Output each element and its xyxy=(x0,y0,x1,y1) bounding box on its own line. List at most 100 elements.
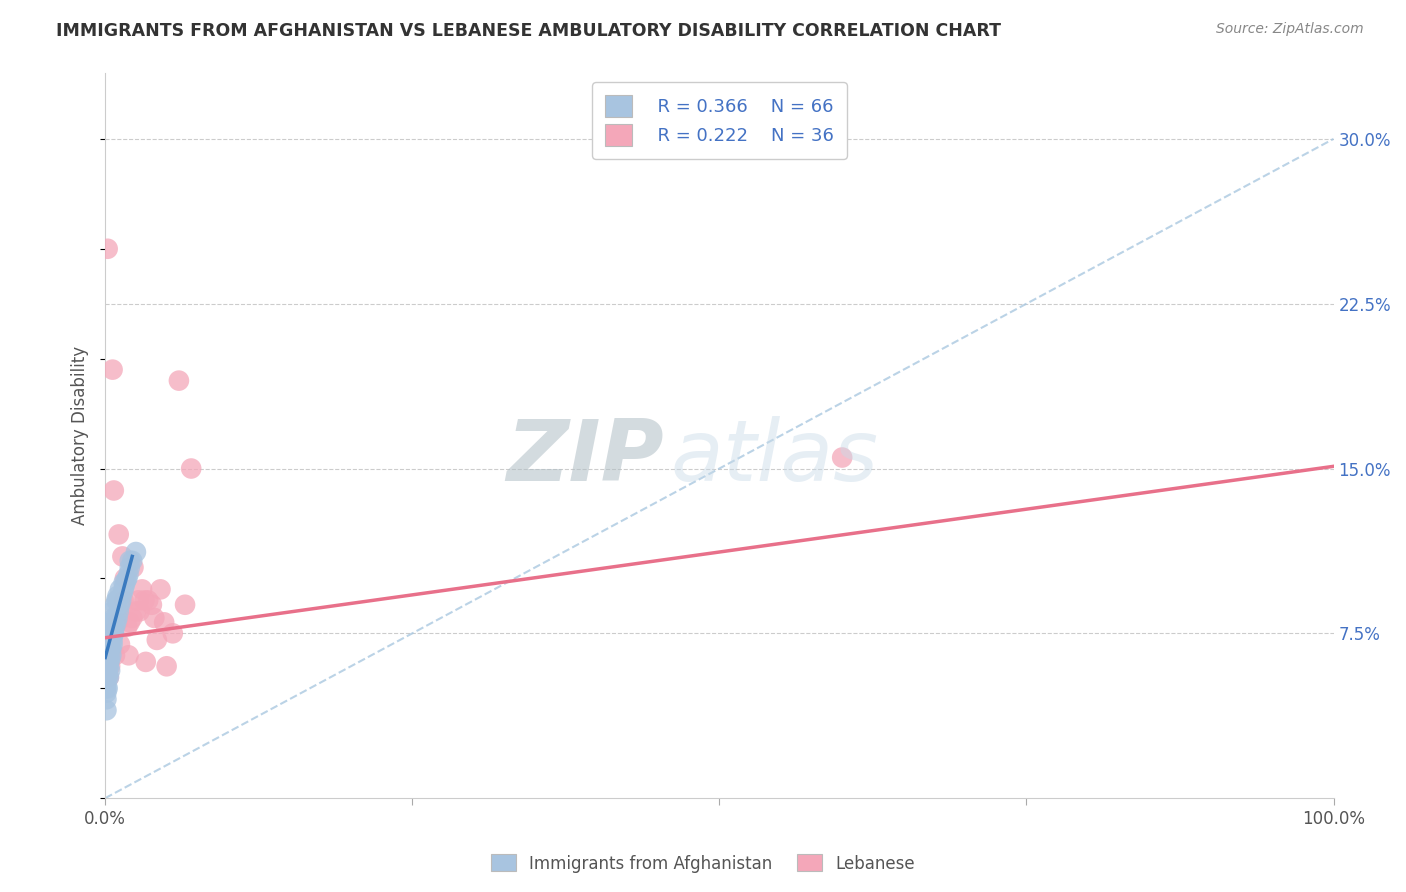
Point xyxy=(104,648,127,663)
Point xyxy=(97,637,120,651)
Point xyxy=(103,626,125,640)
Point xyxy=(96,681,118,696)
Point xyxy=(97,664,120,678)
Point xyxy=(149,582,172,597)
Point xyxy=(96,665,118,680)
Point xyxy=(174,598,197,612)
Point xyxy=(135,655,157,669)
Point xyxy=(97,670,120,684)
Point xyxy=(97,653,120,667)
Point xyxy=(110,593,132,607)
Point xyxy=(112,593,135,607)
Point xyxy=(98,615,121,630)
Point xyxy=(97,659,120,673)
Point xyxy=(111,587,134,601)
Point xyxy=(121,554,143,568)
Point xyxy=(107,527,129,541)
Point xyxy=(100,648,122,663)
Point xyxy=(97,670,120,684)
Point xyxy=(107,615,129,630)
Point xyxy=(107,611,129,625)
Point xyxy=(101,362,124,376)
Point xyxy=(96,703,118,717)
Point xyxy=(97,242,120,256)
Point xyxy=(98,653,121,667)
Point xyxy=(97,659,120,673)
Point xyxy=(97,648,120,663)
Text: Source: ZipAtlas.com: Source: ZipAtlas.com xyxy=(1216,22,1364,37)
Point xyxy=(111,549,134,564)
Text: atlas: atlas xyxy=(671,416,879,499)
Point xyxy=(128,604,150,618)
Point xyxy=(96,692,118,706)
Point xyxy=(114,578,136,592)
Point xyxy=(167,374,190,388)
Point xyxy=(125,604,148,618)
Point xyxy=(114,571,136,585)
Point xyxy=(122,560,145,574)
Point xyxy=(97,632,120,647)
Point xyxy=(117,571,139,585)
Point xyxy=(97,655,120,669)
Point xyxy=(831,450,853,465)
Point xyxy=(156,659,179,673)
Point xyxy=(98,641,121,656)
Point xyxy=(100,626,122,640)
Point xyxy=(98,664,121,678)
Point xyxy=(104,598,127,612)
Y-axis label: Ambulatory Disability: Ambulatory Disability xyxy=(72,346,89,525)
Point xyxy=(96,655,118,669)
Point xyxy=(101,620,124,634)
Point xyxy=(162,626,184,640)
Point xyxy=(96,641,118,656)
Point xyxy=(118,615,141,630)
Point xyxy=(180,461,202,475)
Point xyxy=(101,604,124,618)
Legend:   R = 0.366    N = 66,   R = 0.222    N = 36: R = 0.366 N = 66, R = 0.222 N = 36 xyxy=(592,82,846,159)
Point xyxy=(107,593,129,607)
Point xyxy=(98,659,121,673)
Point xyxy=(97,644,120,658)
Point xyxy=(146,632,169,647)
Point xyxy=(105,593,128,607)
Point xyxy=(104,620,127,634)
Point xyxy=(97,641,120,656)
Point xyxy=(97,681,120,696)
Point xyxy=(103,483,125,498)
Point xyxy=(107,589,129,603)
Point xyxy=(136,593,159,607)
Point xyxy=(108,598,131,612)
Point xyxy=(96,677,118,691)
Point xyxy=(153,615,176,630)
Point xyxy=(96,659,118,673)
Point xyxy=(97,670,120,684)
Point xyxy=(112,582,135,597)
Point xyxy=(117,566,139,581)
Point xyxy=(141,598,163,612)
Point xyxy=(105,615,128,630)
Point xyxy=(117,648,139,663)
Legend: Immigrants from Afghanistan, Lebanese: Immigrants from Afghanistan, Lebanese xyxy=(484,847,922,880)
Point xyxy=(100,631,122,645)
Point xyxy=(115,574,138,588)
Point xyxy=(121,611,143,625)
Point xyxy=(131,582,153,597)
Point xyxy=(103,626,125,640)
Text: ZIP: ZIP xyxy=(506,416,664,499)
Point xyxy=(101,637,124,651)
Point xyxy=(97,620,120,634)
Text: IMMIGRANTS FROM AFGHANISTAN VS LEBANESE AMBULATORY DISABILITY CORRELATION CHART: IMMIGRANTS FROM AFGHANISTAN VS LEBANESE … xyxy=(56,22,1001,40)
Point xyxy=(143,611,166,625)
Point xyxy=(100,641,122,656)
Point xyxy=(127,593,149,607)
Point xyxy=(96,637,118,651)
Point xyxy=(101,632,124,647)
Point xyxy=(96,686,118,700)
Point xyxy=(96,670,118,684)
Point xyxy=(96,648,118,663)
Point xyxy=(103,611,125,625)
Point xyxy=(134,593,156,607)
Point xyxy=(96,664,118,678)
Point xyxy=(125,545,148,559)
Point xyxy=(107,604,129,618)
